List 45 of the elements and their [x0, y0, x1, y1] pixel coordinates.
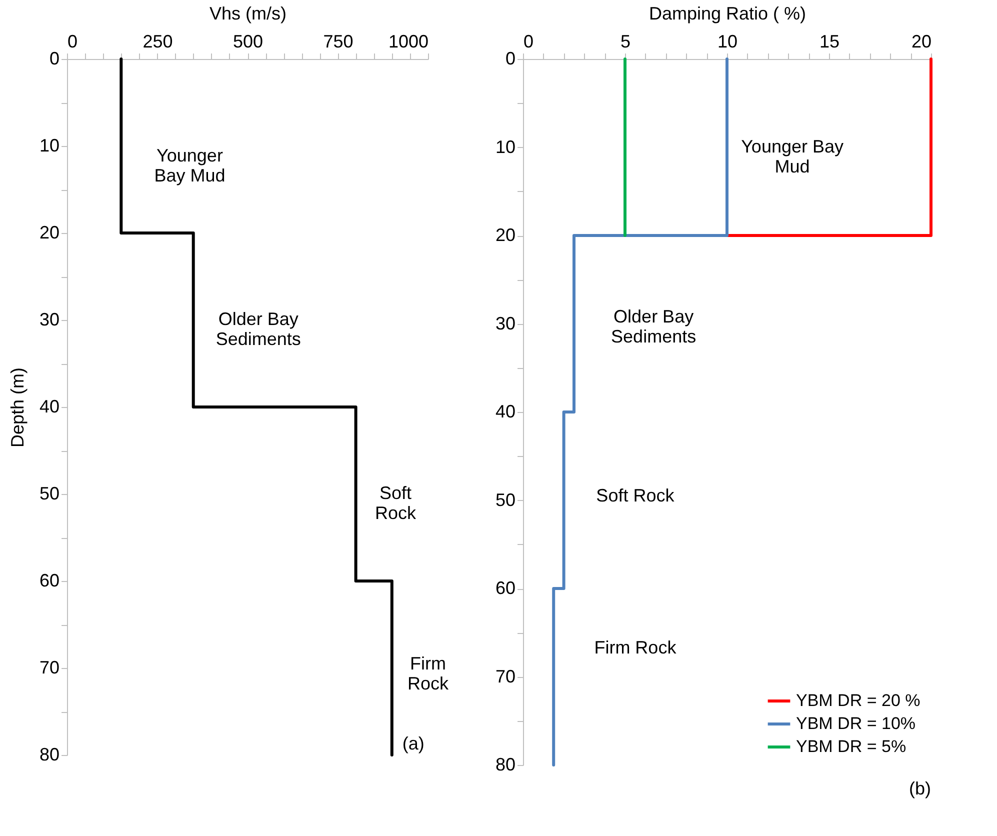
y-tick-label: 40 [495, 402, 516, 422]
y-tick-label: 80 [39, 744, 60, 764]
annotation: Soft Rock [375, 483, 418, 523]
x-tick-label: 250 [142, 32, 173, 52]
annotation: Firm Rock [407, 654, 450, 694]
y-axis-title: Depth (m) [7, 367, 28, 448]
annotation: (a) [402, 734, 424, 754]
x-tick-label: 750 [323, 32, 354, 52]
x-tick-label: 1000 [388, 32, 428, 52]
y-tick-label: 80 [495, 754, 516, 774]
y-tick-label: 0 [49, 48, 60, 68]
line-series [552, 58, 728, 766]
legend-label: YBM DR = 10% [796, 714, 916, 733]
text: (b) [909, 778, 931, 799]
legend-label: YBM DR = 5% [796, 737, 906, 756]
legend-label: YBM DR = 20 % [796, 691, 920, 710]
y-tick-label: 20 [39, 222, 60, 242]
y-tick-label: 0 [505, 48, 516, 68]
x-tick-label: 5 [620, 32, 631, 52]
y-tick-label: 40 [39, 396, 60, 416]
x-tick-label: 500 [232, 32, 264, 52]
x-tick-label: 20 [911, 32, 932, 52]
y-tick-label: 30 [39, 310, 60, 330]
annotation: Soft Rock [596, 486, 676, 506]
x-tick-label: 10 [717, 32, 738, 52]
annotation: Older Bay Sediments [216, 309, 301, 349]
y-tick-label: 10 [495, 136, 516, 157]
annotation: Younger Bay Mud [741, 136, 844, 176]
x-tick-label: 15 [819, 32, 840, 52]
x-tick-label: 0 [68, 32, 78, 52]
y-tick-label: 60 [39, 570, 60, 590]
x-axis-title: Damping Ratio ( %) [648, 4, 806, 24]
y-tick-label: 10 [39, 136, 60, 156]
x-tick-label: 0 [524, 32, 534, 52]
y-tick-label: 50 [495, 490, 516, 510]
y-tick-label: 70 [39, 658, 60, 678]
annotation: Younger Bay Mud [154, 145, 226, 186]
annotation: Older Bay Sediments [611, 306, 696, 346]
y-tick-label: 50 [39, 484, 60, 504]
y-tick-label: 60 [495, 578, 516, 598]
y-tick-label: 30 [495, 313, 516, 334]
x-axis-title: Vhs (m/s) [209, 4, 287, 24]
y-tick-label: 20 [495, 225, 516, 245]
annotation: Firm Rock [594, 638, 678, 658]
y-tick-label: 70 [495, 666, 516, 686]
